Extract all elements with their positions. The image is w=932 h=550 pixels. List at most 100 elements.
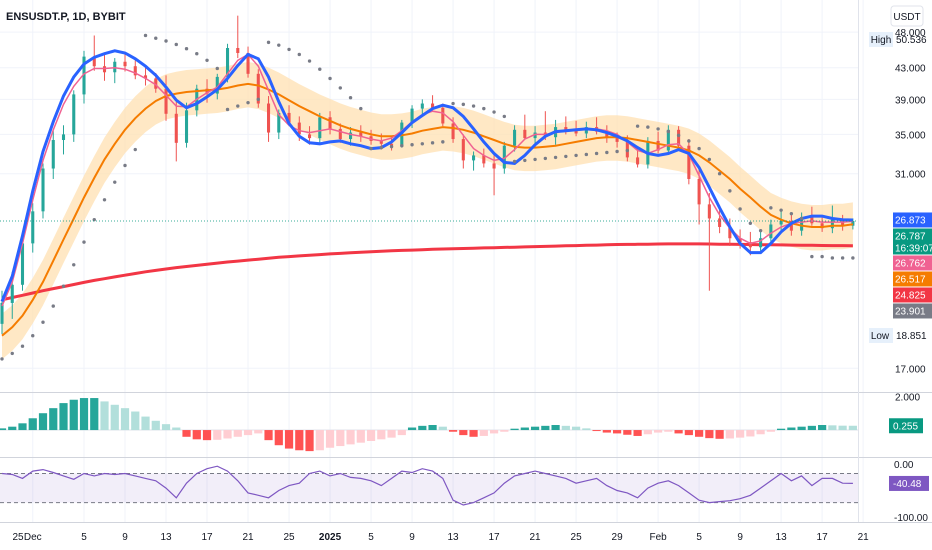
macd-bar — [592, 430, 601, 432]
candle-body — [687, 145, 691, 179]
macd-bar — [500, 430, 509, 432]
macd-bar — [8, 426, 17, 431]
sar-dot — [225, 107, 230, 112]
currency-button[interactable]: USDT — [890, 5, 924, 27]
candle — [256, 69, 260, 108]
macd-bar — [438, 426, 447, 431]
time-tick-label: 17 — [489, 532, 501, 543]
time-tick-label: 9 — [122, 532, 128, 543]
time-tick-label: 9 — [409, 532, 415, 543]
badge-bg — [893, 228, 932, 255]
candle-body — [256, 73, 260, 104]
candle — [820, 217, 824, 232]
sar-dot — [82, 240, 86, 244]
macd-badge-value: 0.255 — [893, 421, 918, 432]
macd-bar — [325, 430, 335, 448]
macd-bar — [797, 426, 806, 431]
time-tick-label: 21 — [530, 532, 542, 543]
sar-dot — [461, 102, 466, 107]
macd-bar — [90, 398, 99, 431]
candle-body — [297, 122, 301, 135]
ma-200-line — [1, 242, 853, 302]
macd-bar — [264, 430, 273, 441]
candle — [184, 102, 189, 148]
sar-dot — [400, 143, 404, 148]
time-tick-label: 25 — [12, 532, 24, 543]
candle-body — [636, 157, 640, 165]
sar-dot — [615, 149, 619, 154]
sar-dot — [246, 100, 250, 105]
macd-bar — [131, 411, 140, 431]
candle — [72, 90, 76, 142]
sar-dot — [420, 142, 425, 146]
macd-bar — [377, 430, 386, 440]
time-tick-label: Feb — [649, 532, 667, 543]
macd-bar — [120, 408, 130, 431]
sar-dot — [512, 159, 517, 164]
price-axis[interactable]: 48.000 43.000 39.000 35.000 31.000 17.000 26.8… — [889, 28, 932, 524]
candle — [328, 111, 332, 135]
badge-value: 24.825 — [895, 290, 926, 301]
sar-dot — [318, 67, 322, 71]
candle-body — [748, 242, 752, 248]
candle-body — [707, 204, 711, 219]
candle-body — [328, 117, 332, 129]
macd-bar — [336, 430, 345, 447]
candle-body — [215, 76, 219, 94]
sar-dot — [697, 146, 701, 151]
candle — [92, 35, 96, 71]
sar-dot — [605, 150, 609, 155]
sar-dot — [523, 158, 527, 163]
time-axis[interactable]: 25 Dec 5 9 13 17 21 25 2025 5 9 13 17 21 25 29 Feb 5 9 13 17… — [0, 523, 932, 550]
sar-dot — [113, 180, 117, 184]
macd-bar — [582, 428, 591, 431]
macd-bar — [848, 425, 857, 431]
sar-dot — [31, 333, 35, 338]
sar-dot — [61, 284, 66, 288]
time-tick-label: 5 — [696, 532, 702, 543]
macd-bar — [18, 423, 27, 431]
candle — [697, 168, 701, 225]
time-tick-label: 25 — [283, 532, 295, 543]
time-tick-label: 25 — [571, 532, 583, 543]
sar-dot — [184, 47, 189, 51]
osc-badge-value: -40.48 — [893, 479, 922, 490]
sar-dot — [20, 344, 25, 348]
sar-dot — [143, 33, 148, 38]
candle-body — [174, 113, 178, 143]
sar-dot — [307, 59, 312, 63]
symbol-title: ENSUSDT.P, 1D, BYBIT — [6, 11, 126, 23]
sar-dot — [707, 157, 712, 162]
sar-dot — [728, 189, 732, 193]
price-tick-label: 35.000 — [895, 130, 926, 141]
time-tick-label: 29 — [612, 532, 624, 543]
candle — [728, 218, 732, 246]
macd-bar — [787, 427, 796, 431]
macd-bar — [807, 425, 816, 431]
macd-bar — [172, 427, 181, 431]
sar-dot — [389, 144, 394, 149]
macd-bar — [366, 430, 376, 441]
grid — [0, 0, 864, 522]
macd-bar — [110, 404, 119, 431]
macd-bar — [530, 426, 540, 431]
macd-bar — [428, 425, 437, 431]
macd-bar — [777, 428, 786, 431]
candle-body — [390, 143, 394, 146]
high-label: High — [871, 35, 892, 46]
macd-bar — [684, 430, 693, 436]
badge-bg — [893, 212, 932, 228]
time-tick-label: 13 — [776, 532, 788, 543]
high-value: 50.536 — [896, 35, 927, 46]
sar-dot — [584, 152, 589, 157]
macd-bar — [674, 430, 683, 434]
candle-body — [615, 138, 619, 142]
candle — [113, 58, 117, 84]
candle — [236, 15, 240, 59]
osc-tick-label: 0.00 — [894, 460, 914, 471]
price-tick-label: 43.000 — [895, 64, 926, 75]
macd-bar — [725, 430, 734, 439]
sar-dot — [789, 211, 794, 216]
